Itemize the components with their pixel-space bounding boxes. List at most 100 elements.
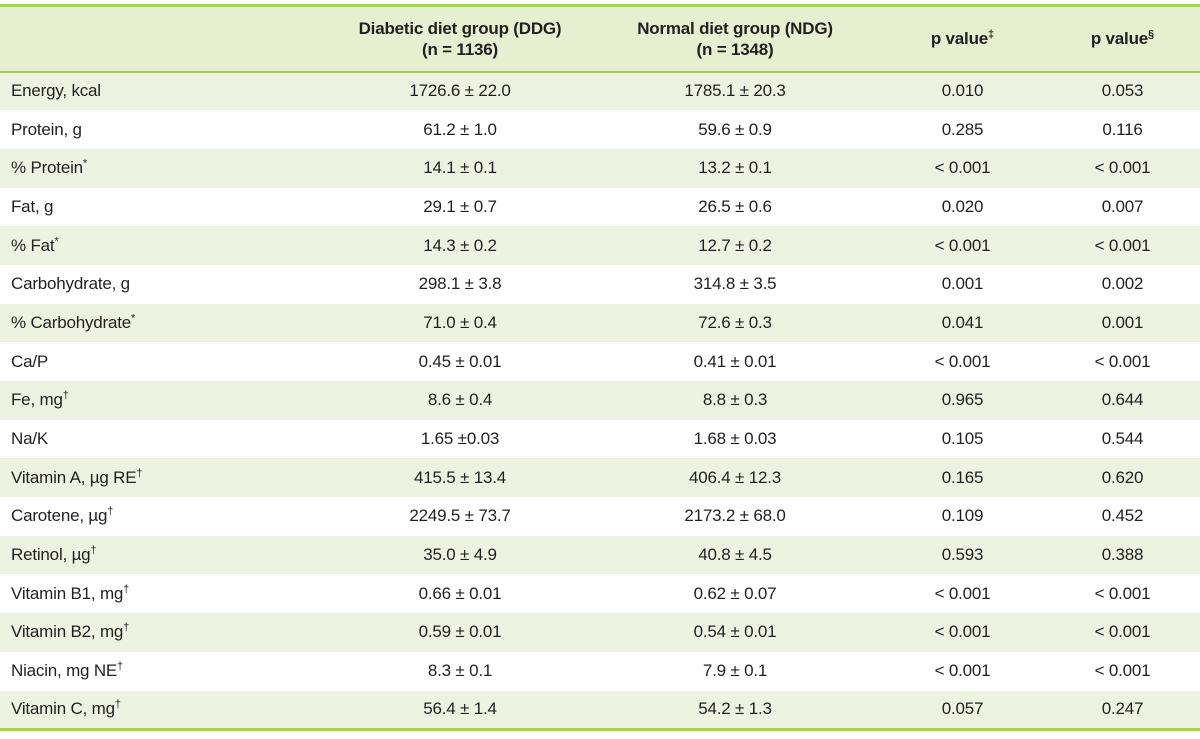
ddg-value: 2249.5 ± 73.7 (409, 506, 511, 526)
p-value-1: 0.285 (941, 119, 984, 139)
nutrient-label-cell: Carbohydrate, g (0, 265, 330, 304)
p-value-2: 0.002 (1101, 274, 1144, 294)
nutrient-label: Fe, mg (11, 390, 63, 410)
nutrient-label: Vitamin C, mg (11, 699, 115, 719)
p-value-2: 0.620 (1101, 467, 1144, 487)
p-value-1: 0.020 (941, 196, 984, 216)
header-p-value-1-superscript: ‡ (988, 28, 995, 41)
ddg-value: 29.1 ± 0.7 (423, 196, 497, 216)
p-value-1: 0.041 (941, 312, 984, 332)
ndg-value: 13.2 ± 0.1 (698, 158, 772, 178)
nutrient-superscript: † (136, 467, 143, 480)
ddg-value: 1.65 ±0.03 (420, 429, 500, 449)
nutrient-label: Retinol, µg (11, 545, 91, 565)
table-row: % Fat* 14.3 ± 0.2 12.7 ± 0.2 < 0.001 < 0… (0, 226, 1200, 265)
table-row: Ca/P 0.45 ± 0.01 0.41 ± 0.01 < 0.001 < 0… (0, 342, 1200, 381)
table-header: Diabetic diet group (DDG) (n = 1136) Nor… (0, 5, 1200, 73)
p-value-2: 0.544 (1101, 429, 1144, 449)
ddg-value: 0.66 ± 0.01 (418, 583, 502, 603)
nutrient-label: Niacin, mg NE (11, 661, 118, 681)
nutrient-label-cell: Ca/P (0, 342, 330, 381)
ndg-value: 1785.1 ± 20.3 (684, 81, 786, 101)
p-value-2: 0.007 (1101, 196, 1144, 216)
nutrient-label-cell: Vitamin B2, mg† (0, 613, 330, 652)
table-row: Vitamin B2, mg† 0.59 ± 0.01 0.54 ± 0.01 … (0, 613, 1200, 652)
p-value-1: < 0.001 (934, 661, 991, 681)
p-value-2: < 0.001 (1094, 158, 1151, 178)
p-value-2: 0.388 (1101, 545, 1144, 565)
table-row: Vitamin C, mg† 56.4 ± 1.4 54.2 ± 1.3 0.0… (0, 690, 1200, 730)
ndg-value: 406.4 ± 12.3 (688, 467, 781, 487)
nutrient-label: Carbohydrate, g (11, 274, 130, 294)
p-value-1: 0.105 (941, 429, 984, 449)
table-row: Niacin, mg NE† 8.3 ± 0.1 7.9 ± 0.1 < 0.0… (0, 652, 1200, 691)
p-value-2: 0.247 (1101, 699, 1144, 719)
p-value-2: < 0.001 (1094, 583, 1151, 603)
nutrient-label-cell: Vitamin A, µg RE† (0, 458, 330, 497)
table-row: Na/K 1.65 ±0.03 1.68 ± 0.03 0.105 0.544 (0, 420, 1200, 459)
ddg-value: 415.5 ± 13.4 (413, 467, 506, 487)
header-row-label (0, 5, 330, 73)
p-value-1: < 0.001 (934, 622, 991, 642)
ndg-value: 0.54 ± 0.01 (693, 622, 777, 642)
ndg-value: 59.6 ± 0.9 (698, 119, 772, 139)
nutrient-label: % Carbohydrate (11, 312, 132, 332)
nutrient-label-cell: Carotene, µg† (0, 497, 330, 536)
nutrient-label: Ca/P (11, 351, 48, 371)
p-value-1: 0.001 (941, 274, 984, 294)
nutrient-label-cell: Niacin, mg NE† (0, 652, 330, 691)
nutrient-comparison-table: Diabetic diet group (DDG) (n = 1136) Nor… (0, 4, 1200, 731)
header-ddg-group: Diabetic diet group (DDG) (n = 1136) (330, 5, 590, 73)
nutrient-superscript: † (107, 505, 114, 518)
ddg-value: 56.4 ± 1.4 (423, 699, 497, 719)
ndg-value: 26.5 ± 0.6 (698, 196, 772, 216)
table-row: Carbohydrate, g 298.1 ± 3.8 314.8 ± 3.5 … (0, 265, 1200, 304)
p-value-2: 0.644 (1101, 390, 1144, 410)
nutrient-label: Energy, kcal (11, 81, 101, 101)
ddg-value: 0.45 ± 0.01 (418, 351, 502, 371)
table-row: Fe, mg† 8.6 ± 0.4 8.8 ± 0.3 0.965 0.644 (0, 381, 1200, 420)
header-ndg-line1: Normal diet group (NDG) (637, 18, 833, 38)
ndg-value: 40.8 ± 4.5 (698, 545, 772, 565)
table-row: Retinol, µg† 35.0 ± 4.9 40.8 ± 4.5 0.593… (0, 535, 1200, 575)
table-row: Carotene, µg† 2249.5 ± 73.7 2173.2 ± 68.… (0, 497, 1200, 536)
ddg-value: 61.2 ± 1.0 (423, 119, 497, 139)
nutrient-superscript: * (54, 234, 59, 247)
nutrient-label-cell: Protein, g (0, 110, 330, 149)
nutrient-label-cell: Energy, kcal (0, 72, 330, 111)
p-value-2: < 0.001 (1094, 235, 1151, 255)
table-row: Fat, g 29.1 ± 0.7 26.5 ± 0.6 0.020 0.007 (0, 188, 1200, 227)
table-row: % Carbohydrate* 71.0 ± 0.4 72.6 ± 0.3 0.… (0, 303, 1200, 343)
header-ndg-group: Normal diet group (NDG) (n = 1348) (590, 5, 880, 73)
nutrient-label-cell: Vitamin B1, mg† (0, 574, 330, 613)
p-value-1: 0.109 (941, 506, 984, 526)
p-value-2: 0.053 (1101, 81, 1144, 101)
ndg-value: 72.6 ± 0.3 (698, 312, 772, 332)
p-value-1: 0.057 (941, 699, 984, 719)
p-value-1: < 0.001 (934, 583, 991, 603)
header-p-value-2: p value§ (1045, 5, 1200, 73)
nutrient-superscript: † (123, 621, 130, 634)
ddg-value: 14.1 ± 0.1 (423, 158, 497, 178)
nutrient-label: Carotene, µg (11, 506, 108, 526)
nutrient-label: % Fat (11, 235, 55, 255)
header-p-value-2-superscript: § (1148, 28, 1155, 41)
ddg-value: 298.1 ± 3.8 (418, 274, 502, 294)
nutrient-superscript: † (114, 698, 121, 711)
p-value-2: < 0.001 (1094, 351, 1151, 371)
p-value-2: < 0.001 (1094, 622, 1151, 642)
nutrient-label-cell: Fat, g (0, 188, 330, 227)
nutrient-label: Vitamin B1, mg (11, 583, 124, 603)
ndg-value: 0.62 ± 0.07 (693, 583, 777, 603)
header-p-value-1-label: p value (930, 29, 989, 49)
p-value-1: < 0.001 (934, 158, 991, 178)
table-row: Protein, g 61.2 ± 1.0 59.6 ± 0.9 0.285 0… (0, 110, 1200, 149)
nutrient-label: Vitamin B2, mg (11, 622, 124, 642)
nutrient-label-cell: % Carbohydrate* (0, 304, 330, 343)
nutrient-superscript: * (82, 157, 88, 170)
ndg-value: 8.8 ± 0.3 (702, 390, 768, 410)
nutrient-label-cell: Retinol, µg† (0, 536, 330, 575)
table-header-row: Diabetic diet group (DDG) (n = 1136) Nor… (0, 5, 1200, 73)
ndg-value: 0.41 ± 0.01 (693, 351, 777, 371)
